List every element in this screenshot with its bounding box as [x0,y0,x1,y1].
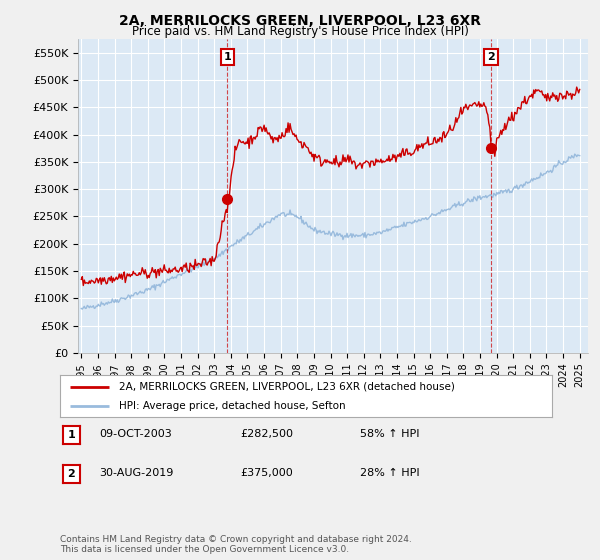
Text: £282,500: £282,500 [240,429,293,439]
Text: 1: 1 [223,52,231,62]
Text: £375,000: £375,000 [240,468,293,478]
Text: 30-AUG-2019: 30-AUG-2019 [99,468,173,478]
Text: 09-OCT-2003: 09-OCT-2003 [99,429,172,439]
Text: 2A, MERRILOCKS GREEN, LIVERPOOL, L23 6XR: 2A, MERRILOCKS GREEN, LIVERPOOL, L23 6XR [119,14,481,28]
Text: 28% ↑ HPI: 28% ↑ HPI [360,468,419,478]
Text: Contains HM Land Registry data © Crown copyright and database right 2024.
This d: Contains HM Land Registry data © Crown c… [60,535,412,554]
Text: 1: 1 [68,430,75,440]
Text: 2: 2 [68,469,75,479]
Text: Price paid vs. HM Land Registry's House Price Index (HPI): Price paid vs. HM Land Registry's House … [131,25,469,38]
Text: HPI: Average price, detached house, Sefton: HPI: Average price, detached house, Seft… [119,401,346,411]
Text: 58% ↑ HPI: 58% ↑ HPI [360,429,419,439]
Text: 2A, MERRILOCKS GREEN, LIVERPOOL, L23 6XR (detached house): 2A, MERRILOCKS GREEN, LIVERPOOL, L23 6XR… [119,381,455,391]
Text: 2: 2 [487,52,495,62]
